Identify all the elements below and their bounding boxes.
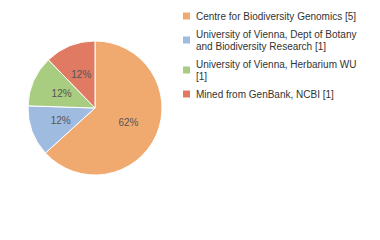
svg-text:Centre for Biodiversity Genomi: Centre for Biodiversity Genomics [5]: [196, 11, 356, 22]
svg-text:Mined from GenBank, NCBI [1]: Mined from GenBank, NCBI [1]: [196, 89, 334, 100]
svg-text:62%: 62%: [118, 117, 138, 128]
svg-text:University of Vienna, Herbariu: University of Vienna, Herbarium WU: [196, 59, 359, 70]
svg-text:University of Vienna, Dept of: University of Vienna, Dept of Botany: [196, 29, 359, 40]
svg-text:12%: 12%: [52, 88, 72, 99]
svg-text:12%: 12%: [71, 69, 91, 80]
svg-text:[1]: [1]: [196, 71, 207, 82]
svg-text:and Biodiversity Research [1]: and Biodiversity Research [1]: [196, 41, 326, 52]
svg-text:12%: 12%: [51, 115, 71, 126]
